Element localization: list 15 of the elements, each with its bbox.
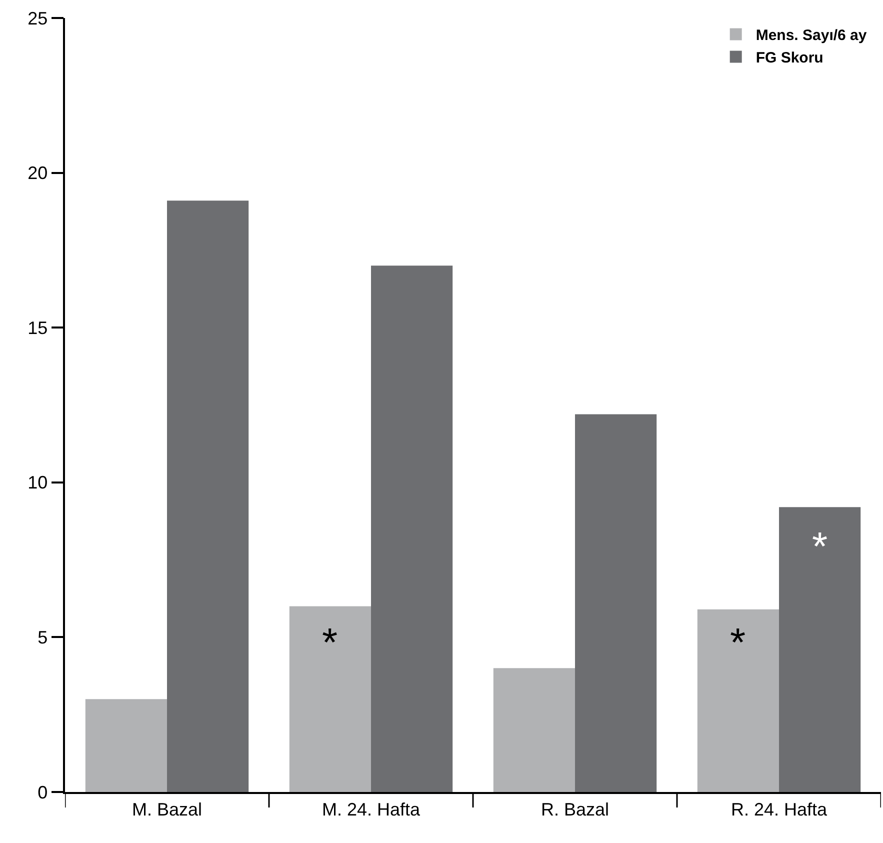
y-tick-label: 20	[28, 163, 48, 184]
annotation: *	[322, 621, 338, 665]
y-tick-label: 0	[38, 782, 48, 802]
legend-label: FG Skoru	[756, 50, 824, 67]
x-tick-label: M. Bazal	[132, 799, 202, 820]
y-tick-label: 15	[28, 318, 48, 338]
annotation: *	[812, 525, 828, 569]
legend-label: Mens. Sayı/6 ay	[756, 27, 868, 44]
x-tick-label: M. 24. Hafta	[322, 799, 422, 820]
y-tick-label: 10	[28, 472, 48, 493]
y-tick-label: 25	[28, 8, 48, 28]
annotation: *	[730, 621, 746, 665]
y-tick-label: 5	[38, 628, 48, 648]
x-tick-label: R. Bazal	[540, 799, 610, 820]
x-tick-label: R. 24. Hafta	[730, 799, 828, 820]
